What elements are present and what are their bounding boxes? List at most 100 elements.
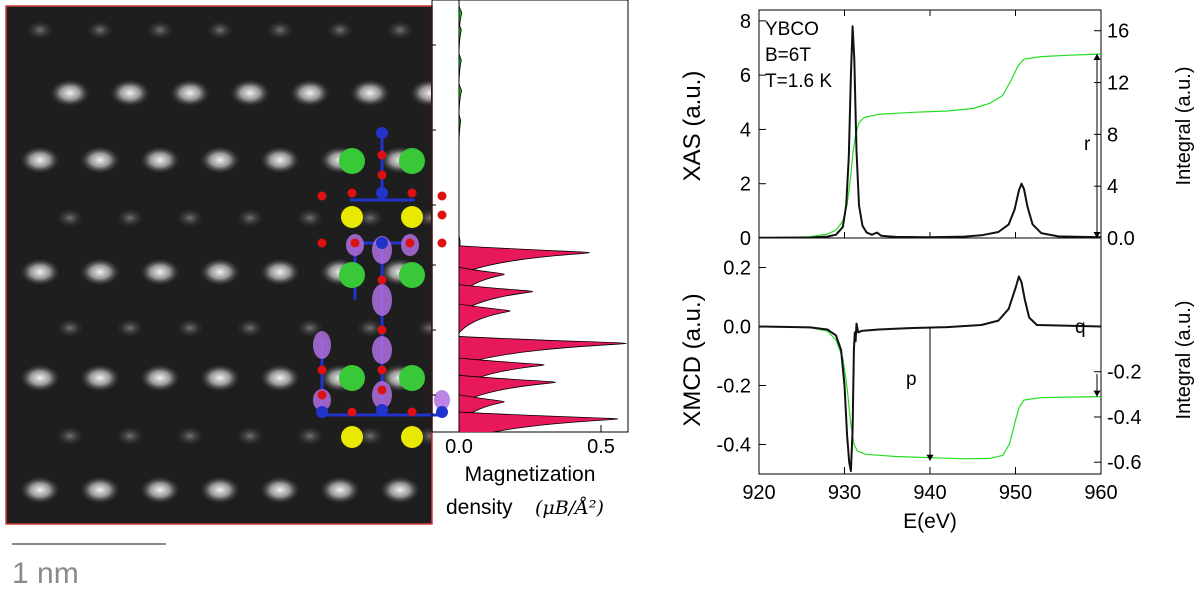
stem-atom-column [78, 257, 122, 287]
stem-atom-column [258, 257, 302, 287]
stem-atom-column [198, 363, 242, 393]
xas-lines [759, 25, 1101, 238]
crystal-atom-blue [376, 127, 388, 139]
xas-ytick-right-label: 12 [1107, 73, 1129, 95]
mag-xlabel-line1: Magnetization [465, 463, 596, 486]
xas-ylabel: XAS (a.u.) [679, 71, 706, 182]
stem-atom-column [198, 475, 242, 505]
crystal-atom-red [437, 238, 447, 248]
stem-atom-column [173, 316, 207, 340]
stem-atom-column [323, 18, 357, 42]
stem-image [5, 5, 450, 525]
mag-density-peak [458, 336, 627, 367]
crystal-atom-red [437, 210, 447, 220]
stem-atom-column [258, 145, 302, 175]
marker-r-arrow-head-top [1093, 54, 1101, 61]
integral-markers [926, 54, 1101, 461]
xas-xmcd-chart: 920 930 940 950 960 0 2 4 6 8 0.0 4 8 12 16 -0.4 -0.2 0.0… [679, 9, 1195, 533]
stem-atom-column [48, 78, 92, 108]
stem-atom-column [173, 206, 207, 230]
mag-density-peak [458, 374, 556, 406]
stem-atom-column [288, 78, 332, 108]
crystal-atom-red [405, 238, 415, 248]
mag-xlabel-unit: (μB/Å²) [535, 497, 604, 519]
stem-atom-column [263, 18, 297, 42]
stem-atom-column [23, 18, 57, 42]
stem-atom-column [258, 363, 302, 393]
crystal-atom-red [317, 191, 327, 201]
spectra-xtick-label: 960 [1084, 482, 1117, 504]
marker-p-label: p [906, 369, 917, 390]
mag-density-peak [458, 53, 462, 83]
xas-ytick-right-label: 0.0 [1107, 228, 1135, 250]
stem-atom-column [173, 424, 207, 448]
xas-spectrum-line [759, 25, 1101, 238]
xmcd-ytick-label: -0.4 [717, 435, 751, 457]
stem-atom-column [198, 145, 242, 175]
crystal-atom-red [347, 188, 357, 198]
xas-ylabel-right: Integral (a.u.) [1173, 67, 1195, 186]
stem-atom-column [78, 145, 122, 175]
stem-atom-column [53, 206, 87, 230]
mag-density-areas [458, 5, 627, 432]
stem-atom-column [18, 145, 62, 175]
crystal-atom-blue [376, 187, 388, 199]
xas-annotation-temperature: T=1.6 K [765, 71, 832, 92]
crystal-atom-blue [376, 404, 388, 416]
mag-density-peak [458, 303, 511, 335]
mag-density-peak [458, 83, 462, 113]
xas-integral-line [759, 53, 1101, 238]
crystal-orbital [313, 331, 331, 359]
crystal-atom-blue [376, 237, 388, 249]
xmcd-ytick-right-label: -0.4 [1107, 407, 1141, 429]
crystal-atom-green [399, 262, 425, 288]
crystal-atom-blue [316, 406, 328, 418]
crystal-atom-red [377, 170, 387, 180]
stem-atom-column [318, 475, 362, 505]
stem-atom-column [293, 206, 327, 230]
stem-atom-column [18, 363, 62, 393]
crystal-structure-model [313, 127, 450, 448]
crystal-atom-red [317, 238, 327, 248]
scale-bar: 1 nm [12, 543, 166, 590]
crystal-orbital [372, 381, 392, 409]
crystal-atom-red [377, 365, 387, 375]
stem-atom-column [78, 363, 122, 393]
xmcd-ytick-label: -0.2 [717, 376, 751, 398]
crystal-atom-red [437, 191, 447, 201]
crystal-atom-red [347, 407, 357, 417]
stem-atom-column [113, 424, 147, 448]
crystal-atom-green [339, 365, 365, 391]
crystal-orbital [434, 390, 450, 410]
crystal-atom-red [377, 385, 387, 395]
crystal-atom-red [407, 188, 417, 198]
xmcd-ylabel-right: Integral (a.u.) [1173, 301, 1195, 420]
mag-xtick-1: 0.5 [587, 436, 615, 458]
xmcd-ytick-label: 0.2 [723, 258, 751, 280]
mag-density-peak [458, 284, 534, 315]
stem-atom-column [83, 18, 117, 42]
xas-ytick-label: 2 [740, 174, 751, 196]
stem-atom-column [168, 78, 212, 108]
xas-ytick-right-label: 16 [1107, 21, 1129, 43]
mag-density-peak [458, 411, 619, 432]
stem-atom-column [293, 424, 327, 448]
stem-atom-column [228, 78, 272, 108]
spectra-xtick-label: 950 [999, 482, 1032, 504]
crystal-atom-red [377, 150, 387, 160]
spectra-xlabel: E(eV) [903, 510, 957, 533]
crystal-atom-yellow [341, 206, 363, 228]
crystal-atom-red [317, 365, 327, 375]
xas-ytick-right-label: 4 [1107, 176, 1118, 198]
stem-atom-column [233, 206, 267, 230]
xas-ytick-label: 0 [740, 228, 751, 250]
stem-atom-column [138, 363, 182, 393]
stem-atom-column [78, 475, 122, 505]
xmcd-spectrum-line [759, 275, 1101, 473]
stem-atom-column [53, 316, 87, 340]
stem-atom-column [258, 475, 302, 505]
marker-q-label: q [1075, 317, 1086, 338]
xas-annotation-material: YBCO [765, 19, 819, 40]
marker-r-label: r [1084, 134, 1091, 155]
marker-r-arrow-head [1093, 232, 1101, 238]
